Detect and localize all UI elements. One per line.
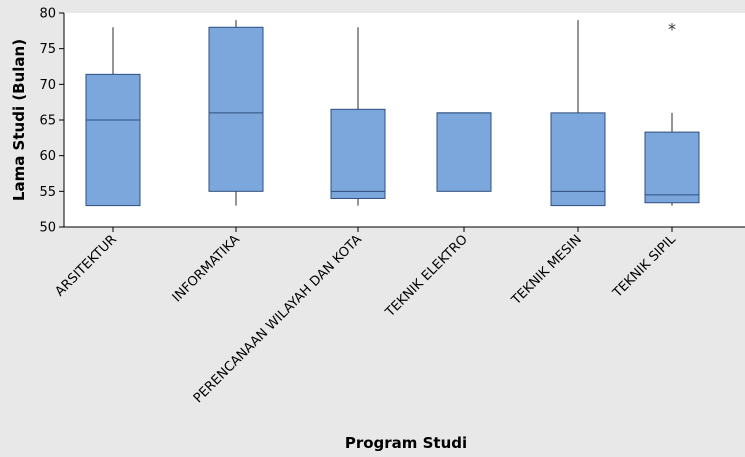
y-tick-label: 80: [39, 7, 56, 22]
iqr-box: [85, 73, 141, 207]
box-2: [208, 20, 264, 206]
y-tick-label: 70: [39, 78, 56, 93]
y-tick-label: 65: [39, 114, 56, 129]
x-axis-title: Program Studi: [345, 434, 467, 452]
y-tick-label: 75: [39, 42, 56, 57]
iqr-box: [550, 112, 606, 207]
boxes-group: *: [85, 19, 700, 207]
box-3: [330, 27, 386, 206]
plot-area: [64, 13, 745, 227]
box-6: *: [644, 19, 700, 206]
y-axis: 50 55 60 65 70 75 80: [39, 7, 65, 236]
y-tick-label: 50: [39, 221, 56, 236]
y-tick-label: 55: [39, 185, 56, 200]
iqr-box: [208, 26, 264, 192]
y-axis-title: Lama Studi (Bulan): [10, 39, 28, 201]
box-4: [436, 112, 492, 192]
outlier-marker: *: [668, 19, 676, 38]
y-tick-label: 60: [39, 149, 56, 164]
box-5: [550, 20, 606, 207]
iqr-box: [644, 131, 700, 204]
iqr-box: [330, 108, 386, 199]
iqr-box: [436, 112, 492, 192]
box-1: [85, 27, 141, 207]
